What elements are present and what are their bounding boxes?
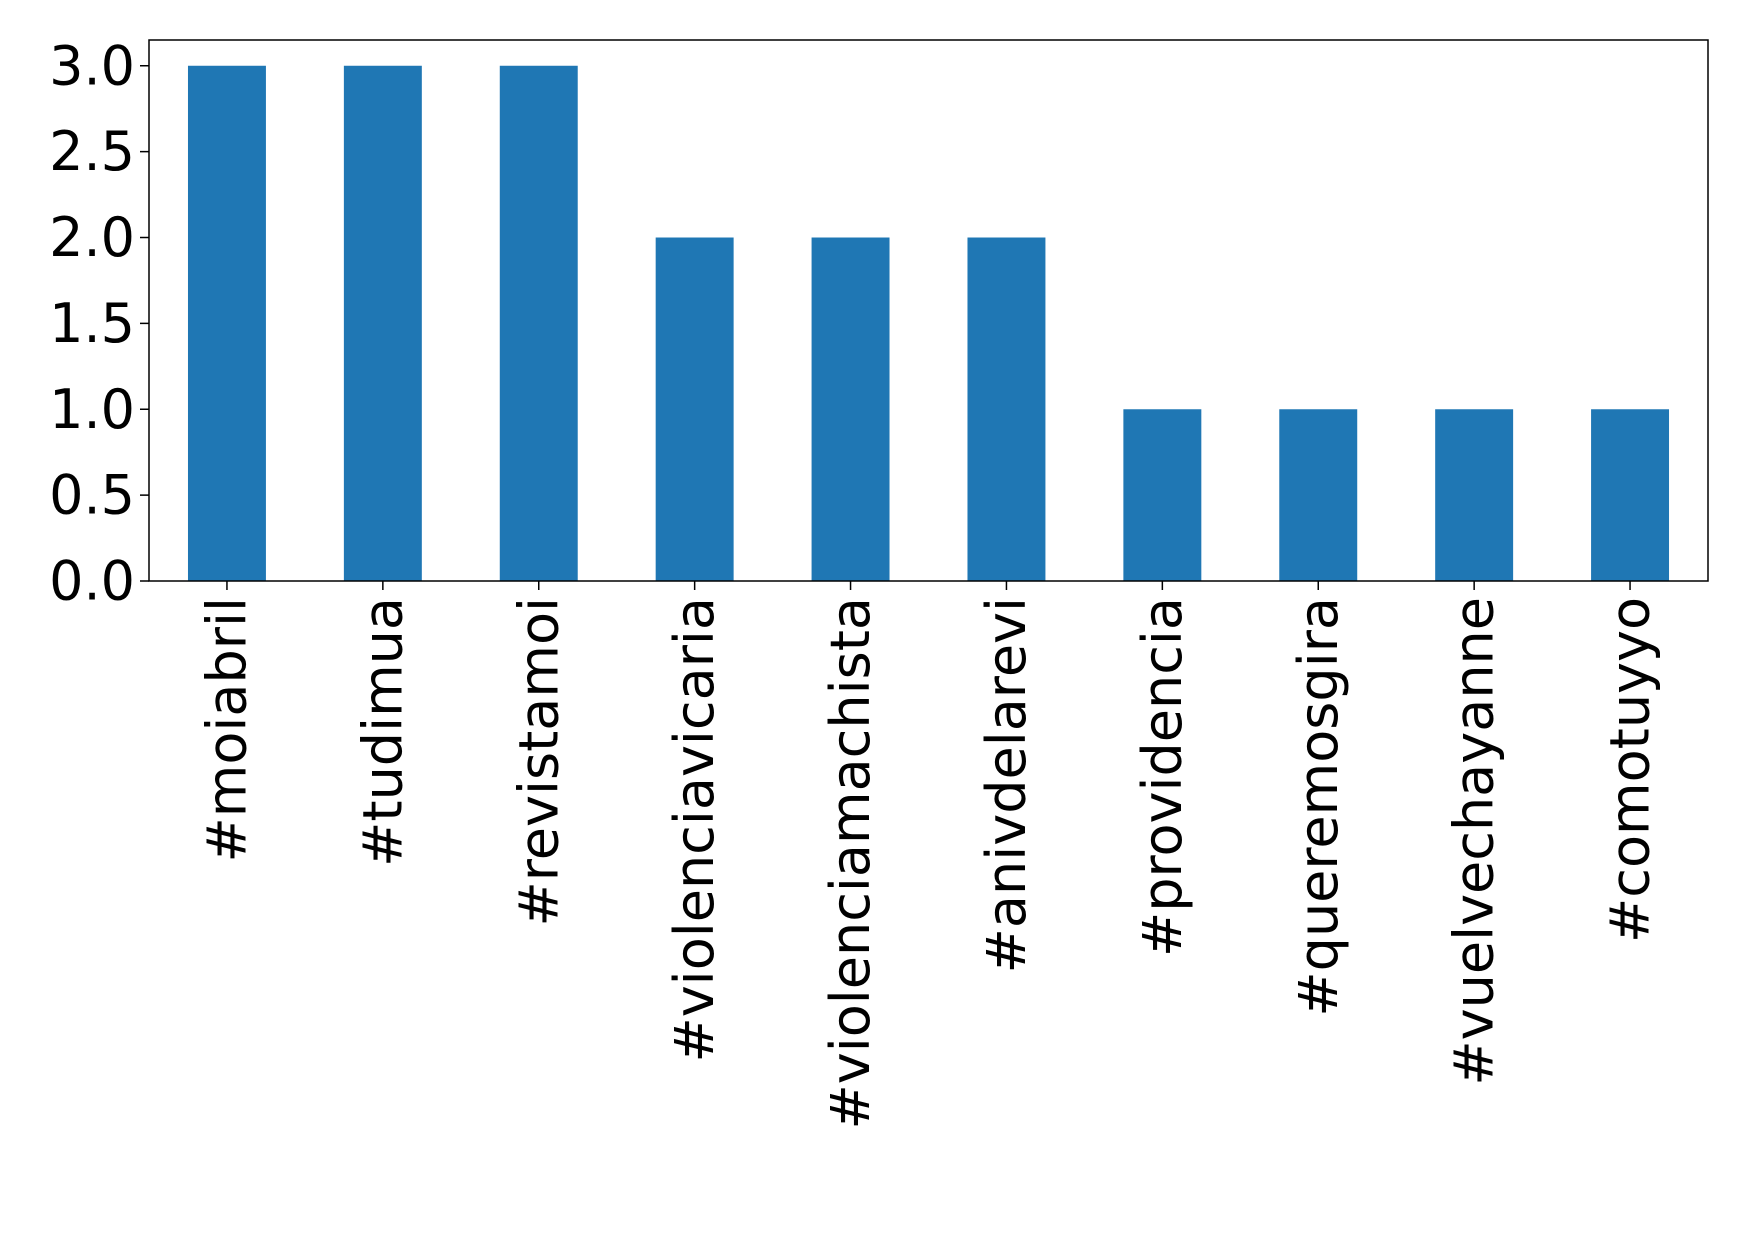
y-tick-label: 2.0: [49, 206, 135, 269]
x-tick-label: #tudimua: [351, 597, 414, 867]
x-tick-label: #moiabril: [195, 597, 258, 862]
y-tick-label: 3.0: [49, 34, 135, 97]
x-tick-label: #anivdelarevi: [975, 597, 1038, 973]
x-tick-label: #providencia: [1131, 597, 1194, 957]
x-tick-label: #vuelvechayanne: [1443, 597, 1506, 1086]
plot-frame: [148, 39, 1709, 582]
bar: [343, 65, 422, 581]
y-tick-label: 2.5: [49, 120, 135, 183]
bar: [1591, 409, 1670, 581]
x-tick-label: #violenciavicaria: [663, 597, 726, 1063]
bar: [811, 237, 890, 581]
x-tick-label: #queremosgira: [1287, 597, 1350, 1017]
bar: [655, 237, 734, 581]
bar: [499, 65, 578, 581]
bar: [1279, 409, 1358, 581]
y-tick-label: 0.0: [49, 550, 135, 613]
x-tick-label: #revistamoi: [507, 597, 570, 926]
bar: [967, 237, 1046, 581]
y-tick-label: 1.5: [49, 292, 135, 355]
x-tick-label: #violenciamachista: [819, 597, 882, 1130]
x-tick-label: #comotuyyo: [1599, 597, 1662, 943]
bar: [1435, 409, 1514, 581]
bar: [1123, 409, 1202, 581]
bar: [187, 65, 266, 581]
y-tick-label: 0.5: [49, 464, 135, 527]
y-tick-label: 1.0: [49, 378, 135, 441]
